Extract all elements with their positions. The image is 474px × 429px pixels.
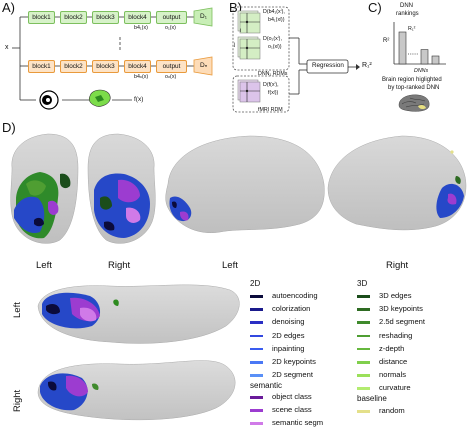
rankings-y-label: R² xyxy=(383,38,390,44)
legend-swatch xyxy=(250,409,263,412)
legend-swatch xyxy=(250,396,263,399)
top-label-right-1: Right xyxy=(108,260,131,271)
orange-decoder-label: Dₙ xyxy=(200,62,208,69)
rdm-i-label: i xyxy=(240,28,242,34)
rdm-mid-text-1: D(o₁(xⁱ), xyxy=(263,36,282,42)
legend-swatch xyxy=(357,308,370,311)
orange-feature-label: b4ₙ(x) xyxy=(134,74,149,80)
rankings-bar-label: R₁² xyxy=(408,26,416,32)
legend-label: semantic segm xyxy=(272,418,324,428)
legend-label: 2D keypoints xyxy=(272,357,316,366)
legend-swatch xyxy=(357,295,370,298)
legend-heading: baseline xyxy=(357,394,387,403)
rdm-j-label: j xyxy=(234,42,236,48)
green-feature-label: b4₁(x) xyxy=(134,25,148,31)
legend-heading: semantic xyxy=(250,381,283,390)
legend-swatch xyxy=(250,361,263,364)
legend-swatch xyxy=(250,308,263,311)
orange-block2: block2 xyxy=(60,60,87,73)
legend-swatch xyxy=(250,295,263,298)
ranking-bar-top xyxy=(398,31,407,65)
legend-label: autoencoding xyxy=(272,291,318,300)
rankings-title-1: DNN xyxy=(400,3,413,9)
legend-swatch xyxy=(250,374,263,377)
rankings-caption-2: by top-ranked DNN xyxy=(388,85,440,91)
rdm-mid-text-2: o₁(xʲ)) xyxy=(268,44,282,50)
top-label-left-1: Left xyxy=(36,260,52,271)
orange-block3: block3 xyxy=(92,60,119,73)
regression-box-label: Regression xyxy=(312,62,344,69)
rankings-x-label: DNNs xyxy=(414,68,429,74)
legend-swatch xyxy=(357,410,370,413)
green-block1: block1 xyxy=(28,11,55,24)
legend-label: 2D edges xyxy=(272,330,305,340)
legend-label: z-depth xyxy=(379,343,405,353)
legend-label: curvature xyxy=(379,383,411,393)
green-output-label: o₁(x) xyxy=(165,25,176,31)
legend-label: inpainting xyxy=(272,343,305,353)
legend-label: colorization xyxy=(272,304,311,314)
rdm-top-text-2: b4₁(xʲ)) xyxy=(268,17,285,23)
legend-label: 2.5d segment xyxy=(379,317,426,327)
rdm-top-text-1: D(b4₁(xⁱ), xyxy=(263,9,285,15)
rankings-chart xyxy=(393,22,446,65)
orange-output-label: oₙ(x) xyxy=(165,74,177,80)
legend-heading: 3D xyxy=(357,279,368,288)
orange-block1: block1 xyxy=(28,60,55,73)
legend-label: distance xyxy=(379,357,408,366)
legend-swatch xyxy=(357,334,370,338)
rankings-title-2: rankings xyxy=(396,11,419,17)
panel-c-label: C) xyxy=(368,0,382,15)
panel-a-label: A) xyxy=(2,0,15,15)
legend-label: reshading xyxy=(379,330,413,340)
row-label-left: Left xyxy=(12,302,23,318)
green-block4: block4 xyxy=(124,11,151,24)
top-brain-views xyxy=(10,133,467,244)
fmri-rdm-text-2: f(xʲ)) xyxy=(268,90,279,96)
orange-block4: block4 xyxy=(124,60,151,73)
input-x-label: x xyxy=(5,44,9,51)
r2-output-label: R₁² xyxy=(362,62,372,69)
fmri-rdm-text-1: D(f(xⁱ), xyxy=(263,82,279,88)
legend-label: normals xyxy=(379,370,407,380)
top-label-left-2: Left xyxy=(222,260,238,271)
legend-swatch xyxy=(357,321,370,324)
legend-label: scene class xyxy=(272,405,312,415)
legend-swatch xyxy=(250,334,263,338)
legend-label: 2D segment xyxy=(272,370,313,380)
panel-d-label: D) xyxy=(2,120,16,135)
legend-label: object class xyxy=(272,392,312,401)
green-decoder-label: D₁ xyxy=(200,13,207,20)
ranking-bar-mid xyxy=(420,49,429,65)
legend-swatch xyxy=(250,422,263,425)
legend-swatch xyxy=(357,374,370,377)
legend-label: 3D edges xyxy=(379,291,412,300)
legend-swatch xyxy=(357,387,370,390)
legend-swatch xyxy=(357,361,370,364)
legend-label: denoising xyxy=(272,317,305,327)
legend-swatch xyxy=(250,347,263,351)
dnn-rdms-caption: DNN₁ RDMs xyxy=(258,71,288,77)
legend-label: random xyxy=(379,406,405,415)
fmri-output-label: f(x) xyxy=(134,96,144,103)
orange-output: output xyxy=(156,60,187,73)
bottom-brain-views xyxy=(37,284,240,421)
ranking-bar-low xyxy=(431,55,440,65)
panel-a-connectors xyxy=(12,7,213,110)
legend-label: 3D keypoints xyxy=(379,304,423,314)
legend-swatch xyxy=(250,321,263,324)
small-brain-icon xyxy=(398,94,430,112)
fmri-rdm-caption: fMRI RDM xyxy=(258,107,283,113)
rankings-caption-1: Brain region higlighted xyxy=(382,77,442,83)
green-block2: block2 xyxy=(60,11,87,24)
row-label-right: Right xyxy=(12,389,23,412)
top-label-right-2: Right xyxy=(386,260,409,271)
legend-swatch xyxy=(357,347,370,351)
legend-heading: 2D xyxy=(250,279,261,288)
green-output: output xyxy=(156,11,187,24)
green-block3: block3 xyxy=(92,11,119,24)
panel-b-graphics xyxy=(232,6,360,113)
